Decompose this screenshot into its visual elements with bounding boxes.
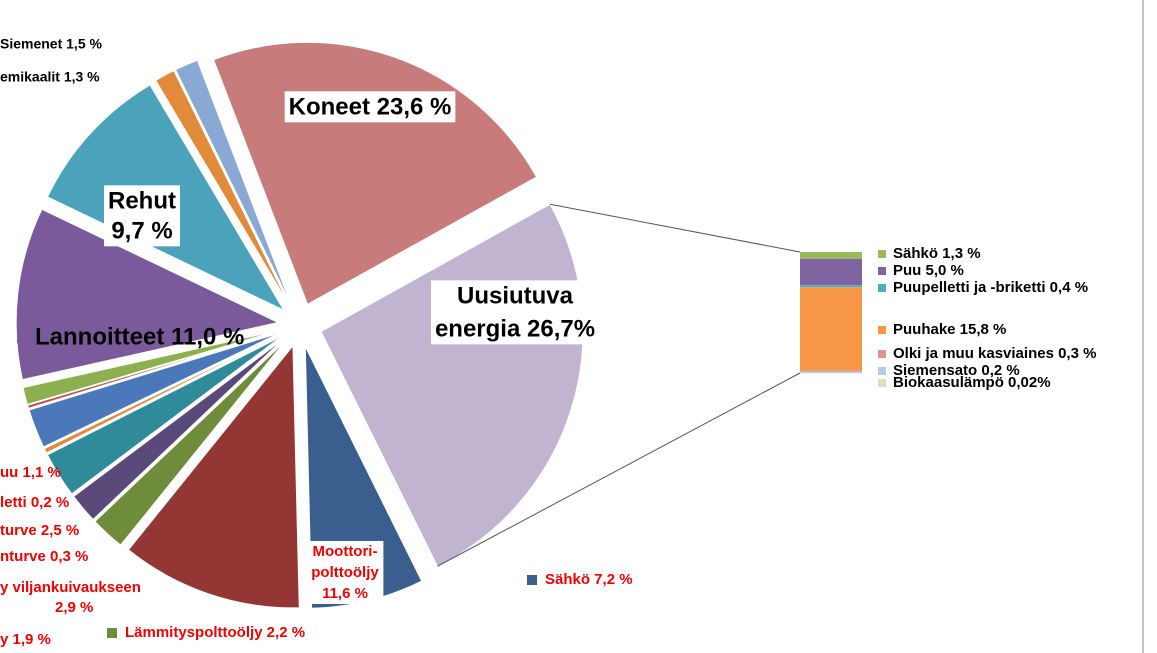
legend-marker xyxy=(878,350,886,358)
pie-slice xyxy=(22,330,279,406)
legend-marker xyxy=(878,379,886,387)
pie-slice xyxy=(174,59,292,306)
bar-segment xyxy=(800,372,862,374)
data-label: Koneet 23,6 % xyxy=(289,93,452,120)
label-box xyxy=(307,540,384,604)
bar-segment xyxy=(800,370,862,372)
data-label: y 1,9 % xyxy=(0,631,51,648)
bar-label: Puupelletti ja -briketti 0,4 % xyxy=(893,279,1088,296)
bar-label: Puuhake 15,8 % xyxy=(893,321,1006,338)
legend-marker xyxy=(878,367,886,375)
label-box xyxy=(430,280,600,345)
data-label: Moottori- xyxy=(313,543,378,560)
data-label: letti 0,2 % xyxy=(0,494,69,511)
legend-marker xyxy=(527,575,537,585)
data-label: Lannoitteet 11,0 % xyxy=(35,323,244,350)
legend-marker xyxy=(878,267,886,275)
bar-segment xyxy=(800,258,862,286)
data-label: Siemenet 1,5 % xyxy=(0,36,102,52)
data-label: Sähkö 7,2 % xyxy=(545,571,633,588)
data-label: Uusiutuva xyxy=(457,282,574,309)
label-box xyxy=(284,91,456,123)
legend-marker xyxy=(878,250,886,258)
data-label: turve 2,5 % xyxy=(0,522,79,539)
pie-slice xyxy=(43,334,281,454)
bar-segment xyxy=(800,252,862,259)
data-label: 9,7 % xyxy=(111,217,172,244)
data-label: polttoöljy xyxy=(311,564,379,581)
pie-slice xyxy=(28,332,280,448)
pie-slice xyxy=(72,338,284,521)
bar-label: Biokaasulämpö 0,02% xyxy=(893,374,1051,391)
connector xyxy=(549,203,801,253)
bar-segment xyxy=(800,371,862,373)
bar-label: Olki ja muu kasviaines 0,3 % xyxy=(893,345,1096,362)
legend-marker xyxy=(878,326,886,334)
legend-marker xyxy=(878,284,886,292)
data-label: energia 26,7% xyxy=(435,315,595,342)
data-label: uu 1,1 % xyxy=(0,464,61,481)
pie-slice xyxy=(94,340,286,546)
data-label: 11,6 % xyxy=(322,585,368,602)
bar-segment xyxy=(800,285,862,288)
data-label: emikaalit 1,3 % xyxy=(0,69,100,85)
label-box xyxy=(104,185,180,247)
data-label: 2,9 % xyxy=(55,599,93,616)
pie-slice xyxy=(127,344,300,609)
data-label: Rehut xyxy=(108,187,176,214)
legend-marker xyxy=(17,333,27,343)
data-label: y viljankuivaukseen xyxy=(0,579,141,596)
pie-slice xyxy=(26,330,280,409)
data-label: nturve 0,3 % xyxy=(0,548,88,565)
data-label: Lämmityspolttoöljy 2,2 % xyxy=(125,624,305,641)
bar-segment xyxy=(800,287,862,371)
pie-slice xyxy=(15,208,280,381)
bar-label: Puu 5,0 % xyxy=(893,262,964,279)
pie-slice xyxy=(46,336,282,495)
pie-slice xyxy=(154,69,290,306)
bar-label: Sähkö 1,3 % xyxy=(893,245,981,262)
legend-marker xyxy=(107,628,117,638)
connector xyxy=(437,372,801,567)
bar-label: Siemensato 0,2 % xyxy=(893,362,1020,379)
